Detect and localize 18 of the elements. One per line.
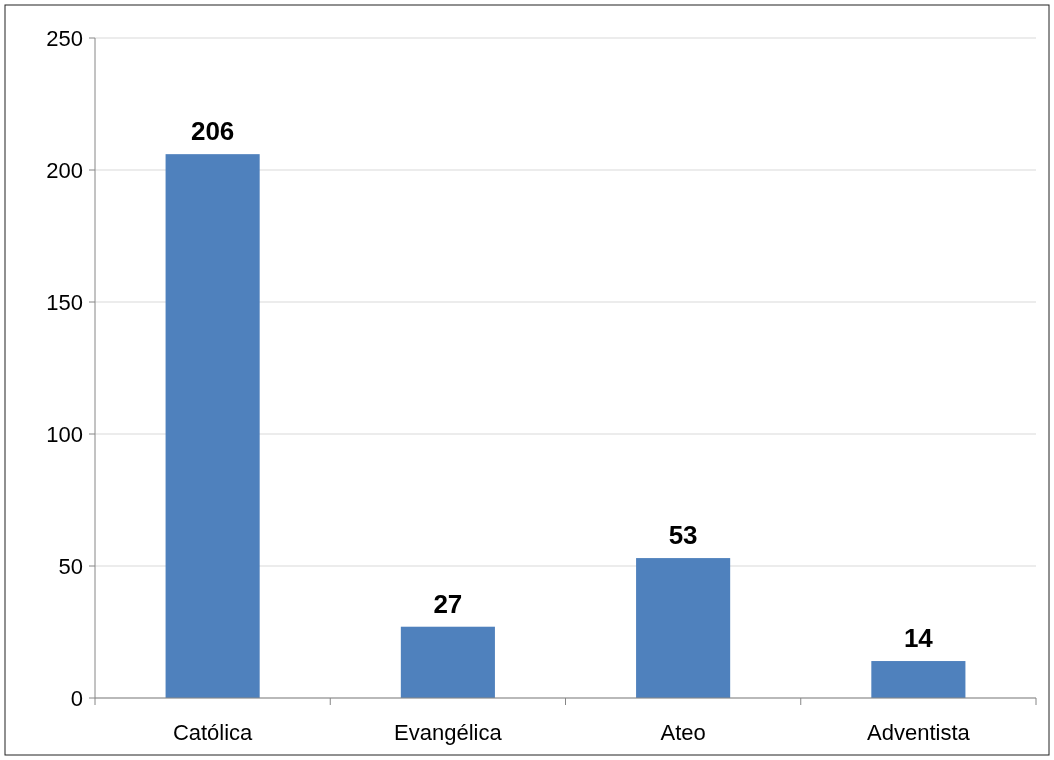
bar: [636, 558, 731, 698]
data-label: 53: [668, 520, 698, 551]
data-label: 27: [433, 588, 463, 619]
bar: [400, 626, 495, 698]
bar: [871, 661, 966, 698]
x-tick-label: Adventista: [867, 720, 971, 745]
y-tick-label: 250: [46, 25, 83, 51]
y-tick-label: 100: [46, 421, 83, 447]
data-label: 14: [903, 623, 934, 654]
y-tick-label: 0: [70, 685, 83, 711]
data-label: 206: [190, 116, 235, 147]
x-tick-label: Ateo: [660, 720, 706, 745]
bar: [165, 154, 260, 698]
x-tick-label: Católica: [172, 720, 254, 745]
x-tick-label: Evangélica: [394, 720, 503, 745]
y-tick-label: 200: [46, 157, 83, 183]
y-tick-label: 50: [58, 553, 83, 579]
y-tick-label: 150: [46, 289, 83, 315]
